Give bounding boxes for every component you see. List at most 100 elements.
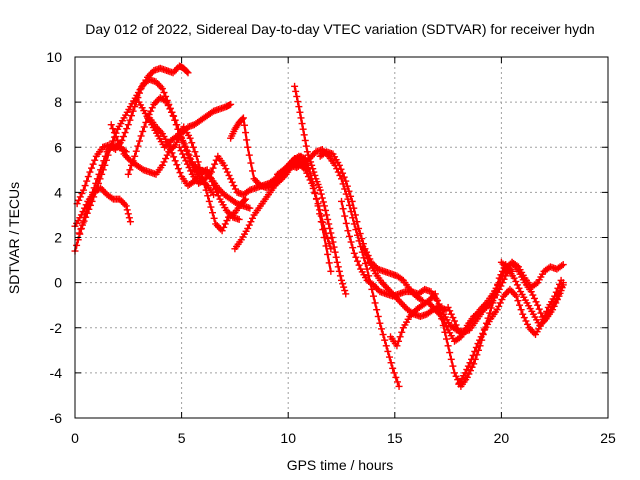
data-point (171, 157, 179, 165)
data-point (118, 147, 126, 155)
data-point (349, 244, 357, 252)
data-point (463, 373, 471, 381)
data-point (292, 87, 300, 95)
data-point (324, 215, 332, 223)
series-arc-12 (291, 82, 350, 298)
data-point (85, 205, 93, 213)
data-point (83, 209, 91, 217)
data-point (452, 321, 460, 329)
data-point (98, 170, 106, 178)
data-point (135, 137, 143, 145)
series-arc-01 (71, 184, 134, 230)
data-point (335, 267, 343, 275)
data-point (327, 267, 335, 275)
x-tick-label: 0 (71, 430, 79, 446)
data-point (347, 238, 355, 246)
data-point (347, 192, 355, 200)
data-point (291, 82, 299, 90)
data-point (204, 192, 212, 200)
data-point (309, 182, 317, 190)
y-tick-label: -6 (50, 410, 63, 426)
data-point (75, 196, 83, 204)
data-point (172, 133, 180, 141)
data-point (335, 161, 343, 169)
data-point (351, 211, 359, 219)
data-point (120, 133, 128, 141)
data-point (552, 288, 560, 296)
data-point (170, 153, 178, 161)
data-point (353, 257, 361, 265)
data-point (173, 161, 181, 169)
data-point (454, 325, 462, 333)
data-point (443, 323, 451, 331)
data-point (207, 168, 215, 176)
data-point (75, 229, 83, 237)
data-point (189, 143, 197, 151)
data-point (129, 107, 137, 115)
data-point (134, 142, 142, 150)
data-point (339, 205, 347, 213)
data-point (115, 140, 123, 148)
data-point (210, 182, 218, 190)
data-point (82, 213, 90, 221)
data-point (180, 153, 188, 161)
data-point (101, 161, 109, 169)
data-point (127, 112, 135, 120)
data-point (444, 303, 452, 311)
series-arc-07 (135, 98, 250, 235)
data-point (137, 132, 145, 140)
data-point (446, 307, 454, 315)
data-point (373, 306, 381, 314)
x-tick-label: 20 (494, 430, 510, 446)
data-point (175, 143, 183, 151)
data-point (163, 98, 171, 106)
data-point (123, 206, 131, 214)
data-point (88, 164, 96, 172)
data-point (125, 214, 133, 222)
data-point (240, 121, 248, 129)
data-point (559, 281, 567, 289)
data-point (83, 177, 91, 185)
data-point (469, 351, 477, 359)
data-point (348, 197, 356, 205)
data-point (393, 378, 401, 386)
data-point (303, 148, 311, 156)
series-layer (71, 62, 567, 390)
data-point (344, 227, 352, 235)
data-point (350, 204, 358, 212)
data-point (431, 290, 439, 298)
data-point (102, 156, 110, 164)
data-point (512, 277, 520, 285)
data-point (498, 296, 506, 304)
data-point (322, 206, 330, 214)
data-point (96, 175, 104, 183)
data-point (519, 310, 527, 318)
data-point (210, 214, 218, 222)
data-point (392, 373, 400, 381)
data-point (225, 171, 233, 179)
data-point (94, 179, 102, 187)
data-point (227, 100, 235, 108)
data-point (205, 197, 213, 205)
data-point (168, 149, 176, 157)
data-point (121, 129, 129, 137)
data-point (240, 196, 248, 204)
data-point (300, 131, 308, 139)
data-point (310, 168, 318, 176)
data-point (359, 243, 367, 251)
data-point (91, 188, 99, 196)
data-point (332, 253, 340, 261)
chart-title: Day 012 of 2022, Sidereal Day-to-day VTE… (85, 21, 594, 37)
data-point (362, 250, 370, 258)
data-point (325, 259, 333, 267)
data-point (302, 142, 310, 150)
data-point (356, 230, 364, 238)
data-point (318, 194, 326, 202)
data-point (124, 210, 132, 218)
data-point (468, 363, 476, 371)
data-point (231, 185, 239, 193)
data-point (114, 136, 122, 144)
data-point (248, 167, 256, 175)
x-tick-label: 25 (600, 430, 616, 446)
